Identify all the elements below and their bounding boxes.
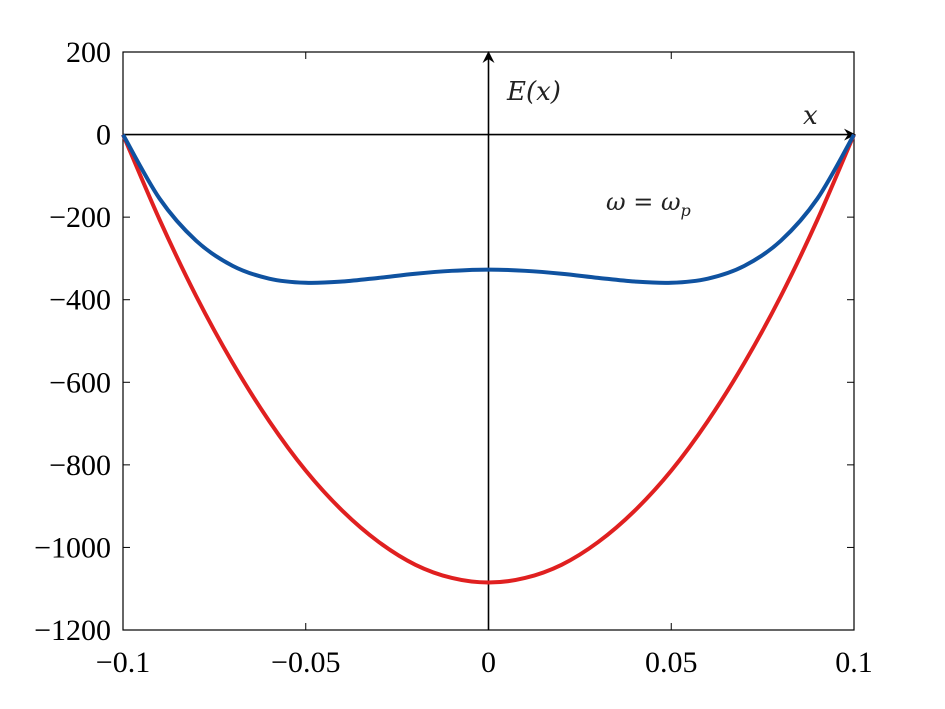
x-tick-label: −0.1 <box>96 646 150 679</box>
x-tick-label: 0.05 <box>645 646 698 679</box>
condition-annotation: ω = ωp <box>606 188 691 220</box>
x-tick-label: 0 <box>481 646 496 679</box>
x-tick-label: 0.1 <box>835 646 873 679</box>
condition-subscript: p <box>681 201 691 220</box>
series-line-1 <box>121 133 856 285</box>
series-line-0 <box>121 133 856 585</box>
y-tick-label: −600 <box>49 366 111 399</box>
x-axis-annotation: x <box>803 101 818 131</box>
y-tick-label: 200 <box>66 36 111 69</box>
y-tick-label: −200 <box>49 201 111 234</box>
y-tick-label: −1000 <box>34 531 111 564</box>
y-axis-annotation: E(x) <box>506 77 561 107</box>
y-tick-label: −1200 <box>34 614 111 647</box>
y-tick-label: −800 <box>49 449 111 482</box>
y-tick-label: −400 <box>49 284 111 317</box>
y-tick-label: 0 <box>96 119 111 152</box>
x-tick-label: −0.05 <box>271 646 340 679</box>
condition-text: ω = ω <box>606 188 681 216</box>
